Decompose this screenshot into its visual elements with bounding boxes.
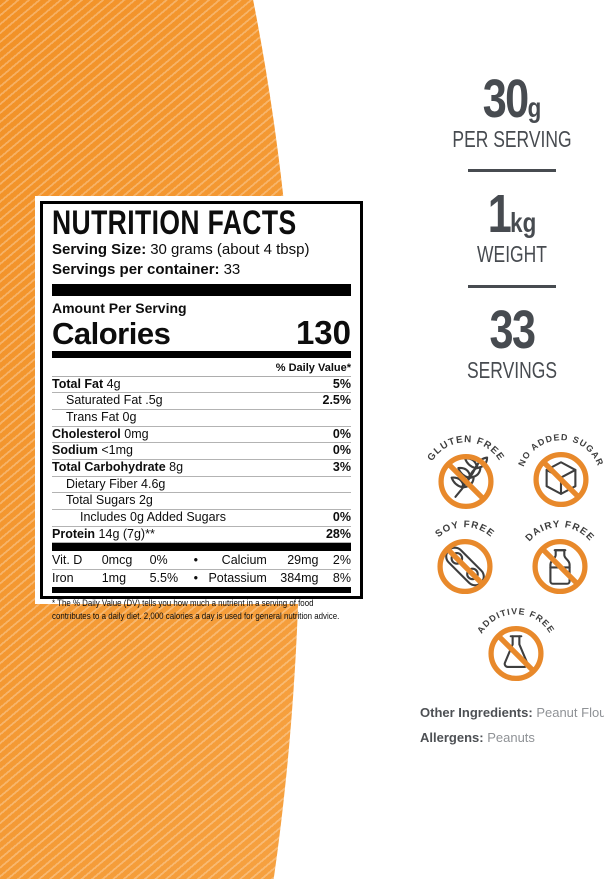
badge-additive-free-graphic: ADDITIVE FREE [475,606,556,682]
stat-servings-label: SERVINGS [466,356,558,383]
badge-gluten-free-graphic: GLUTEN FREE [425,434,505,510]
stat-weight-label: WEIGHT [477,241,547,268]
servings-per-container-value: 33 [223,261,241,279]
daily-value-header: % Daily Value* [52,358,351,377]
micronutrient-row: Iron 1mg 5.5% • Potassium 384mg 8% [52,571,351,586]
prohibition-slash [541,460,581,499]
prohibition-circle [437,538,493,595]
nutrient-row: Total Carbohydrate 8g 3% [52,460,351,477]
daily-value-footnote: * The % Daily Value (DV) tells you how m… [52,598,340,621]
prohibition-slash [446,462,486,501]
section-divider-bar [52,543,351,552]
stat-weight: 1kg WEIGHT [420,187,604,267]
calories-row: Calories 130 [52,314,351,352]
badge-soy-free: SOY FREE [419,509,511,601]
nutrient-rows: Total Fat 4g 5% Saturated Fat .5g 2.5% Trans… [52,377,351,544]
badge-gluten-free: GLUTEN FREE [420,424,512,516]
nutrient-row: Total Sugars 2g [52,493,351,511]
nutrition-facts-label: NUTRITION FACTS Serving Size: 30 grams (a… [35,196,368,621]
amount-per-serving-label: Amount Per Serving [52,300,187,317]
stat-divider [468,169,556,173]
micronutrient-rows: Vit. D 0mcg 0% • Calcium 29mg 2% Iron 1mg 5.5% • Po… [52,551,351,587]
calories-value: 130 [295,314,351,352]
section-divider-bar [52,587,351,594]
other-ingredients-label: Other Ingredients: [420,705,533,720]
badge-no-added-sugar: NO ADDED SUGAR [515,422,604,514]
servings-per-container-line: Servings per container: 33 [52,261,351,279]
other-ingredients-line: Other Ingredients: Peanut Flour [420,705,604,720]
prohibition-circle [488,625,544,682]
stat-servings-value: 33 [489,299,536,360]
nutrient-row: Sodium <1mg 0% [52,443,351,461]
badge-soy-free-graphic: SOY FREE [433,519,496,595]
nutrient-row: Cholesterol 0mg 0% [52,427,351,444]
prohibition-circle [438,453,494,510]
stat-per-serving-unit: g [527,92,542,123]
micronutrient-row: Vit. D 0mcg 0% • Calcium 29mg 2% [52,551,351,570]
servings-per-container-label: Servings per container: [52,261,220,279]
allergens-value: Peanuts [487,730,535,745]
badge-dairy-free: DAIRY FREE [514,509,604,601]
nutrition-facts-border: NUTRITION FACTS Serving Size: 30 grams (a… [40,201,363,621]
allergens-label: Allergens: [420,730,484,745]
section-divider-bar [52,284,351,297]
badge-no-added-sugar-graphic: NO ADDED SUGAR [516,432,604,508]
section-divider-bar [52,350,351,358]
stats-column: 30g PER SERVING 1kg WEIGHT 33 SERVINGS [420,72,604,383]
stat-per-serving: 30g PER SERVING [420,72,604,152]
stat-per-serving-value: 30g [482,69,542,129]
serving-size-label: Serving Size: [52,241,147,259]
stat-servings: 33 SERVINGS [420,303,604,383]
prohibition-slash [496,634,536,673]
prohibition-slash [540,547,580,586]
stat-weight-unit: kg [510,207,537,239]
ingredients-footer: Other Ingredients: Peanut Flour Allergen… [420,705,604,745]
prohibition-circle [533,451,589,508]
badge-additive-free: ADDITIVE FREE [470,596,562,688]
badge-dairy-free-graphic: DAIRY FREE [524,519,595,595]
serving-size-line: Serving Size: 30 grams (about 4 tbsp) [52,241,351,259]
nutrient-row: Includes 0g Added Sugars 0% [52,510,351,527]
nutrient-row: Total Fat 4g 5% [52,377,351,394]
other-ingredients-value: Peanut Flour [536,705,604,720]
stat-weight-value: 1kg [487,184,537,245]
nutrient-row: Saturated Fat .5g 2.5% [52,393,351,411]
prohibition-slash [445,547,485,586]
prohibition-circle [532,538,588,595]
nutrient-row: Trans Fat 0g [52,410,351,427]
stat-per-serving-label: PER SERVING [452,126,572,152]
nutrient-row: Dietary Fiber 4.6g [52,477,351,494]
stat-divider [468,284,556,288]
allergens-line: Allergens: Peanuts [420,730,604,745]
svg-text:SOY FREE: SOY FREE [433,519,496,540]
nutrient-row: Protein 14g (7g)** 28% [52,527,351,544]
calories-label: Calories [52,316,171,352]
nutrition-facts-title: NUTRITION FACTS [52,204,297,242]
serving-size-value: 30 grams (about 4 tbsp) [150,241,310,259]
